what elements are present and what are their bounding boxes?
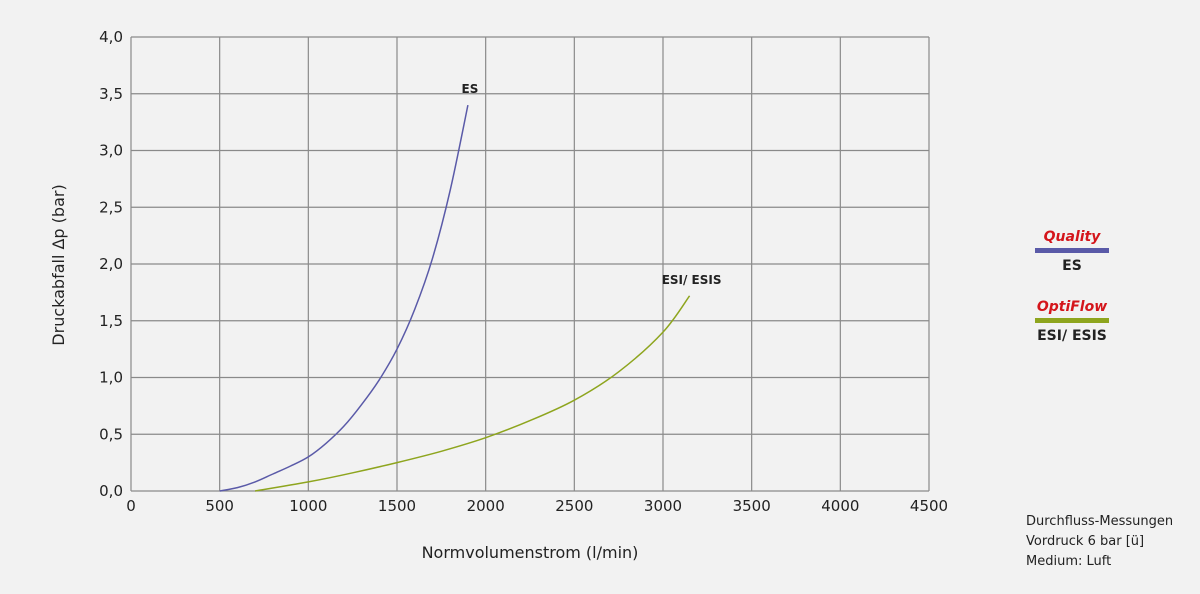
- y-tick-label: 2,0: [99, 255, 123, 273]
- x-tick-label: 1500: [378, 497, 416, 515]
- y-tick-label: 0,5: [99, 425, 123, 443]
- x-tick-label: 4500: [910, 497, 948, 515]
- x-tick-label: 0: [126, 497, 136, 515]
- y-axis-title: Druckabfall Δp (bar): [49, 184, 68, 345]
- y-tick-label: 1,0: [99, 369, 123, 387]
- series-label-esi-esis: ESI/ ESIS: [662, 273, 722, 287]
- series-line-esi-esis: [254, 295, 691, 492]
- note-line: Vordruck 6 bar [ü]: [1026, 534, 1145, 549]
- tick-labels: 0 500 1000 1500 2000 2500 3000 3500 4000 4500 0,0 0…: [99, 28, 948, 515]
- x-tick-label: 500: [205, 497, 234, 515]
- series-layer: ES ESI/ ESIS: [219, 82, 722, 492]
- legend-item-es: Quality ES: [1030, 228, 1114, 275]
- series-line-es: [219, 104, 469, 492]
- x-tick-label: 1000: [289, 497, 327, 515]
- y-tick-label: 0,0: [99, 482, 123, 500]
- note-line: Durchfluss-Messungen: [1026, 514, 1174, 529]
- legend-item-esi-esis: OptiFlow ESI/ ESIS: [1030, 298, 1114, 345]
- legend-title-optiflow: OptiFlow: [1036, 299, 1108, 315]
- x-tick-label: 2000: [467, 497, 505, 515]
- y-tick-label: 2,5: [99, 198, 123, 216]
- legend-title-quality: Quality: [1043, 229, 1101, 245]
- y-tick-label: 4,0: [99, 28, 123, 46]
- legend-label-es: ES: [1062, 258, 1082, 274]
- legend-swatch-esi-esis: [1035, 318, 1109, 323]
- x-axis-title: Normvolumenstrom (l/min): [422, 543, 639, 562]
- grid: [130, 36, 930, 492]
- y-tick-label: 3,0: [99, 142, 123, 160]
- x-tick-label: 4000: [821, 497, 859, 515]
- y-tick-label: 1,5: [99, 312, 123, 330]
- legend-label-esi-esis: ESI/ ESIS: [1037, 328, 1107, 344]
- x-tick-label: 2500: [555, 497, 593, 515]
- x-tick-label: 3500: [733, 497, 771, 515]
- legend-swatch-es: [1035, 248, 1109, 253]
- x-tick-label: 3000: [644, 497, 682, 515]
- note-line: Medium: Luft: [1026, 554, 1112, 569]
- measurement-notes: Durchfluss-Messungen Vordruck 6 bar [ü] …: [1026, 512, 1173, 572]
- y-tick-label: 3,5: [99, 85, 123, 103]
- series-label-es: ES: [462, 82, 479, 96]
